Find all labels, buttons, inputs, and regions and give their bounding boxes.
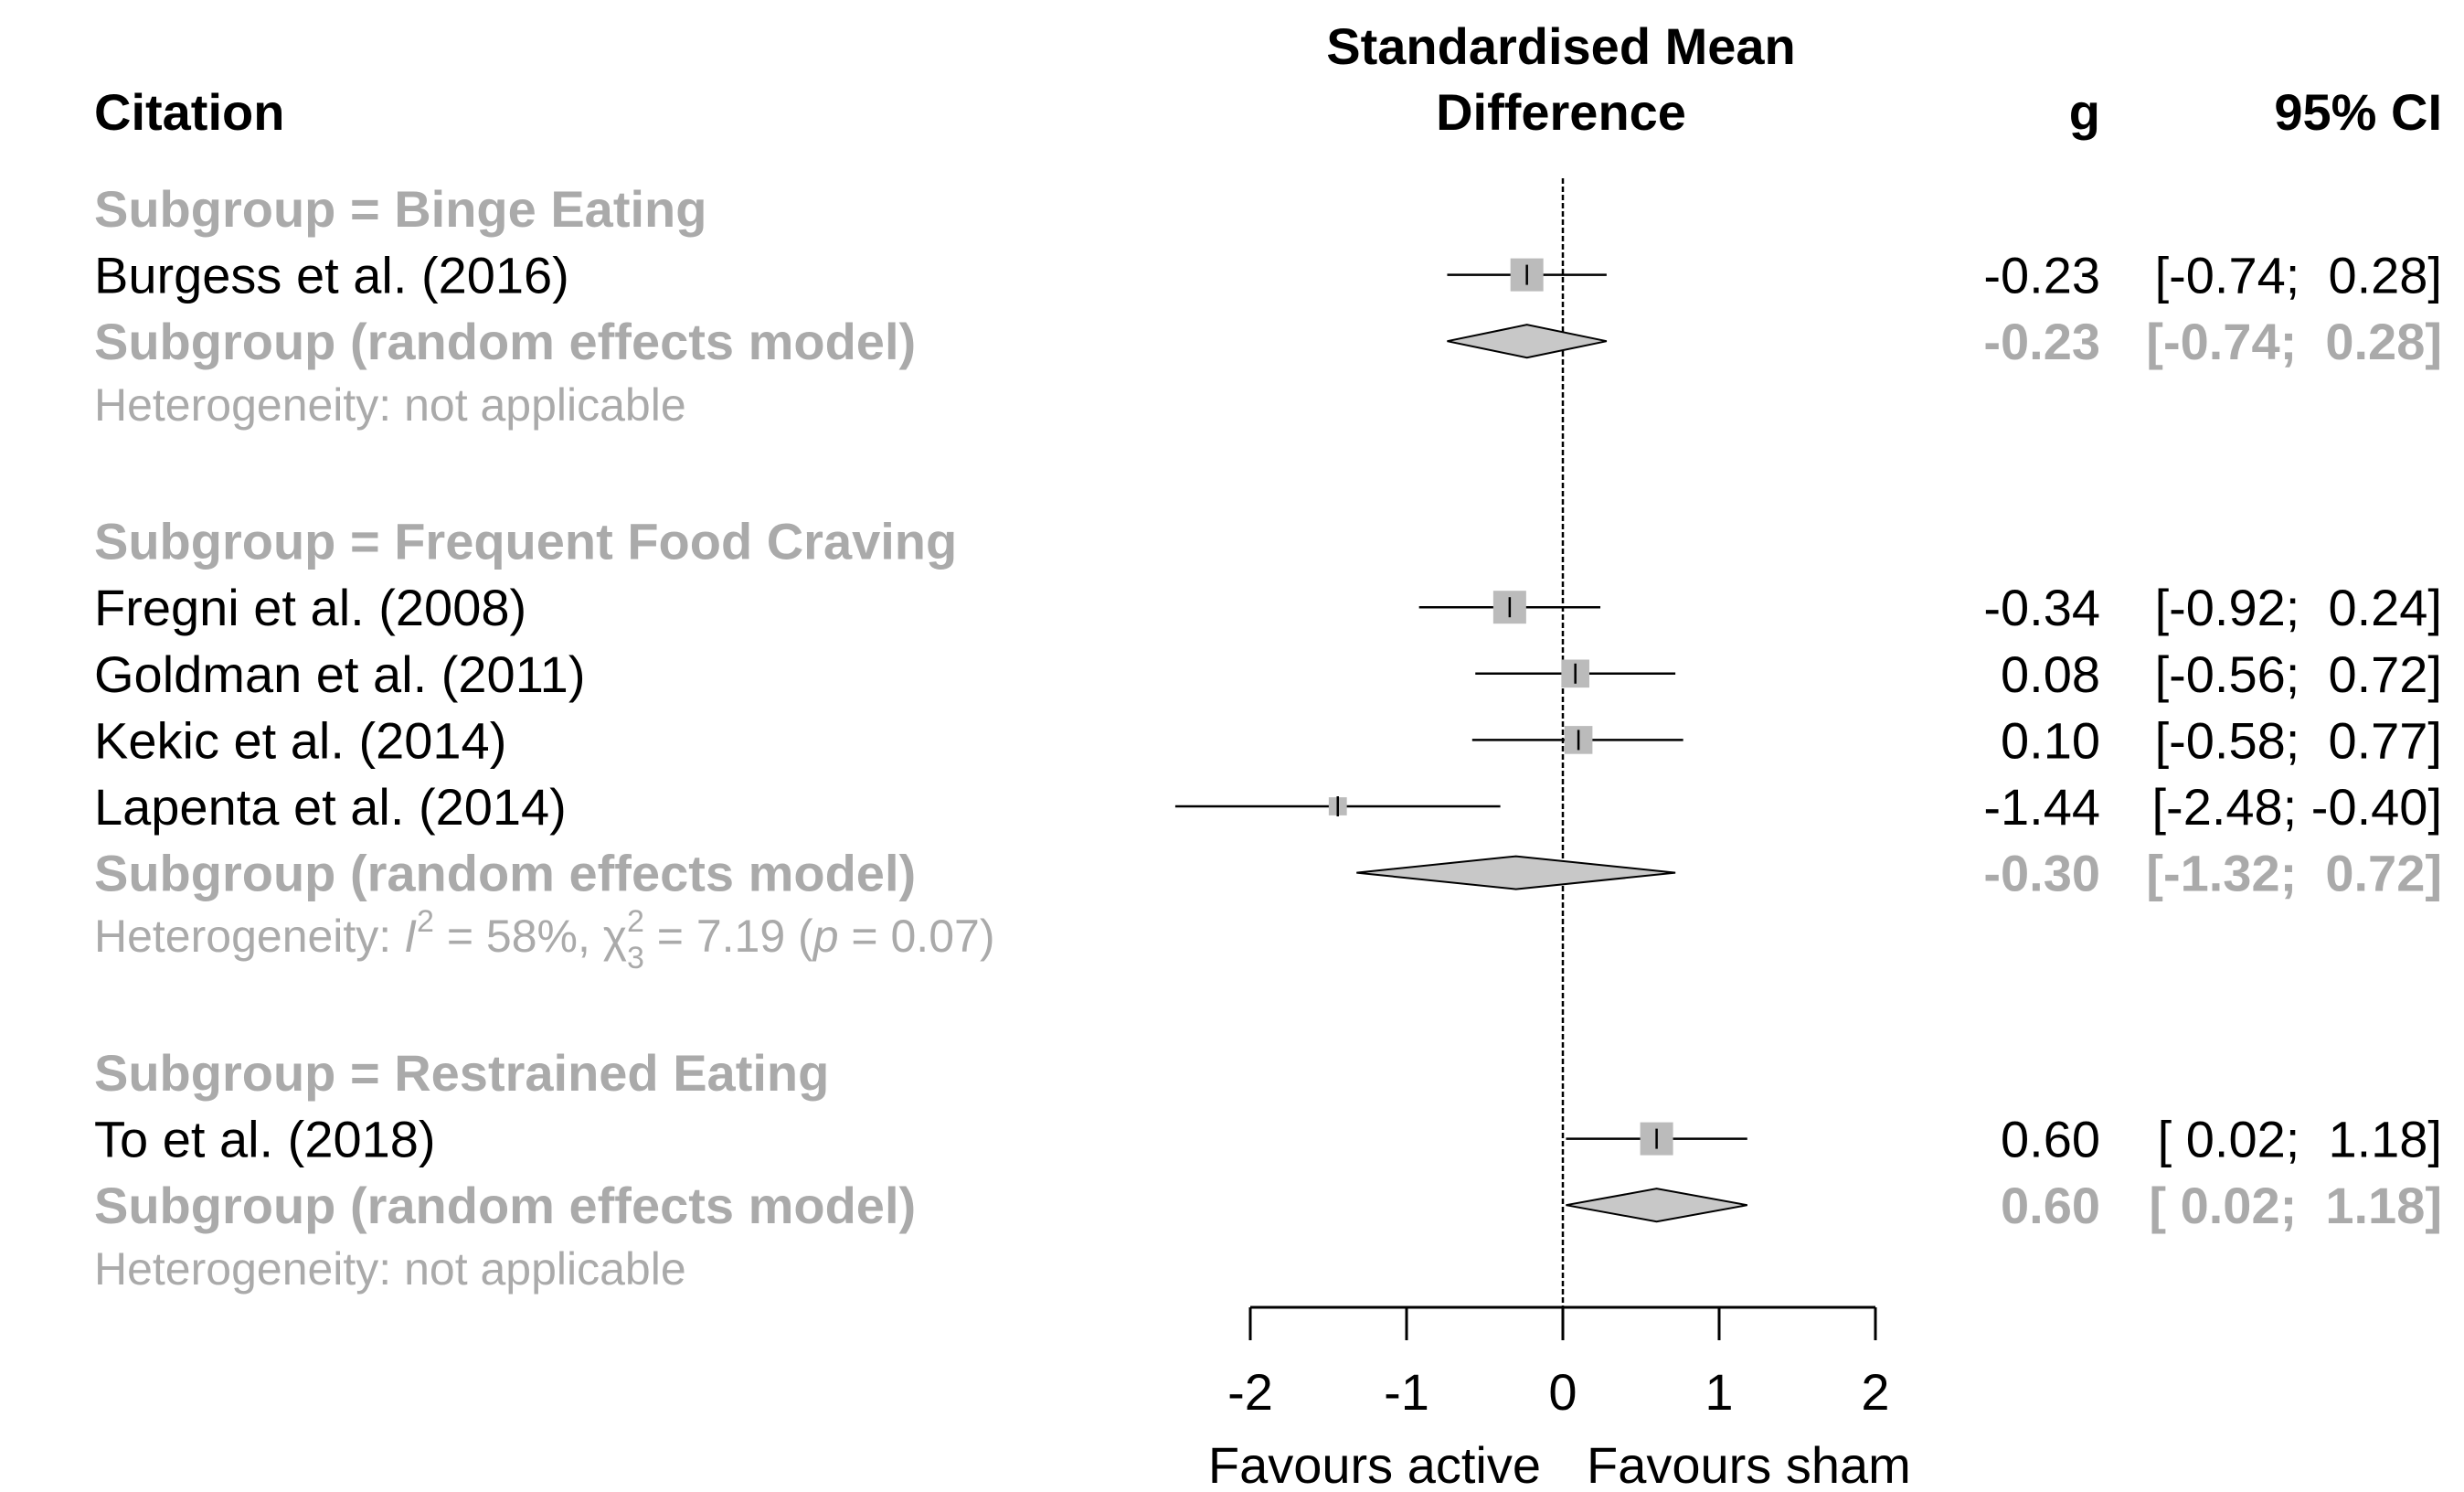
x-axis-tick-label: -1 — [1384, 1363, 1429, 1421]
pooled-ci-value: [-0.74; 0.28] — [2146, 313, 2442, 370]
p-value: = 0.07) — [839, 911, 995, 962]
heterogeneity-prefix: Heterogeneity: — [94, 911, 404, 962]
i2-value: = 58%, — [434, 911, 603, 962]
study-citation: Goldman et al. (2011) — [94, 645, 585, 703]
study-citation: Fregni et al. (2008) — [94, 579, 526, 636]
x-axis-tick-label: -2 — [1227, 1363, 1273, 1421]
study-citation: Burgess et al. (2016) — [94, 247, 569, 304]
pooled-g-value: -0.23 — [1983, 313, 2100, 370]
x-label-right: Favours sham — [1587, 1436, 1911, 1492]
x-axis: -2 -1 0 1 2 Favours active Favours sham — [1208, 1306, 1911, 1492]
p-symbol: p — [812, 911, 839, 962]
study-citation: Lapenta et al. (2014) — [94, 778, 567, 836]
study-ci-value: [-0.56; 0.72] — [2155, 645, 2442, 703]
chi-superscript: 2 — [627, 904, 644, 939]
x-axis-tick-label: 1 — [1705, 1363, 1733, 1421]
heterogeneity-text: Heterogeneity: not applicable — [94, 1243, 686, 1295]
study-ci-value: [-2.48; -0.40] — [2151, 778, 2442, 836]
subgroup-title: Subgroup = Binge Eating — [94, 180, 706, 238]
header-citation: Citation — [94, 83, 284, 141]
pooled-label: Subgroup (random effects model) — [94, 1177, 916, 1234]
pooled-g-value: 0.60 — [2001, 1177, 2100, 1234]
study-g-value: -0.23 — [1983, 247, 2100, 304]
study-citation: Kekic et al. (2014) — [94, 711, 506, 769]
study-g-value: 0.60 — [2001, 1111, 2100, 1168]
study-ci-value: [-0.92; 0.24] — [2155, 579, 2442, 636]
x-label-left: Favours active — [1208, 1436, 1541, 1492]
study-ci-value: [-0.58; 0.77] — [2155, 711, 2442, 769]
subgroup-title: Subgroup = Frequent Food Craving — [94, 513, 957, 570]
pooled-ci-value: [ 0.02; 1.18] — [2149, 1177, 2442, 1234]
x-axis-tick-label: 0 — [1548, 1363, 1577, 1421]
i2-symbol: I — [404, 911, 417, 962]
pooled-diamond — [1356, 855, 1676, 890]
study-ci-value: [-0.74; 0.28] — [2155, 247, 2442, 304]
i2-superscript: 2 — [417, 904, 434, 939]
chi-subscript: 3 — [627, 941, 644, 975]
heterogeneity-text: Heterogeneity: I2 = 58%, χ2 3 = 7.19 (p =… — [94, 904, 994, 975]
header-smd-line2: Difference — [1436, 83, 1686, 141]
header-smd-line1: Standardised Mean — [1326, 17, 1795, 75]
study-ci-value: [ 0.02; 1.18] — [2158, 1111, 2442, 1168]
chi-symbol: χ — [603, 911, 627, 962]
subgroup-title: Subgroup = Restrained Eating — [94, 1044, 829, 1102]
pooled-diamond — [1566, 1188, 1747, 1223]
forest-rows: Subgroup = Binge Eating Burgess et al. (2… — [94, 180, 2442, 1295]
x-axis-tick-label: 2 — [1861, 1363, 1889, 1421]
heterogeneity-text: Heterogeneity: not applicable — [94, 379, 686, 431]
pooled-diamond — [1447, 324, 1608, 359]
study-g-value: -0.34 — [1983, 579, 2100, 636]
chi-value: = 7.19 ( — [644, 911, 813, 962]
header-ci: 95% CI — [2274, 83, 2442, 141]
pooled-label: Subgroup (random effects model) — [94, 313, 916, 370]
study-g-value: -1.44 — [1983, 778, 2100, 836]
pooled-g-value: -0.30 — [1983, 845, 2100, 902]
study-g-value: 0.08 — [2001, 645, 2100, 703]
study-citation: To et al. (2018) — [94, 1111, 436, 1168]
pooled-ci-value: [-1.32; 0.72] — [2146, 845, 2442, 902]
header-g: g — [2069, 83, 2100, 141]
pooled-label: Subgroup (random effects model) — [94, 845, 916, 902]
study-g-value: 0.10 — [2001, 711, 2100, 769]
